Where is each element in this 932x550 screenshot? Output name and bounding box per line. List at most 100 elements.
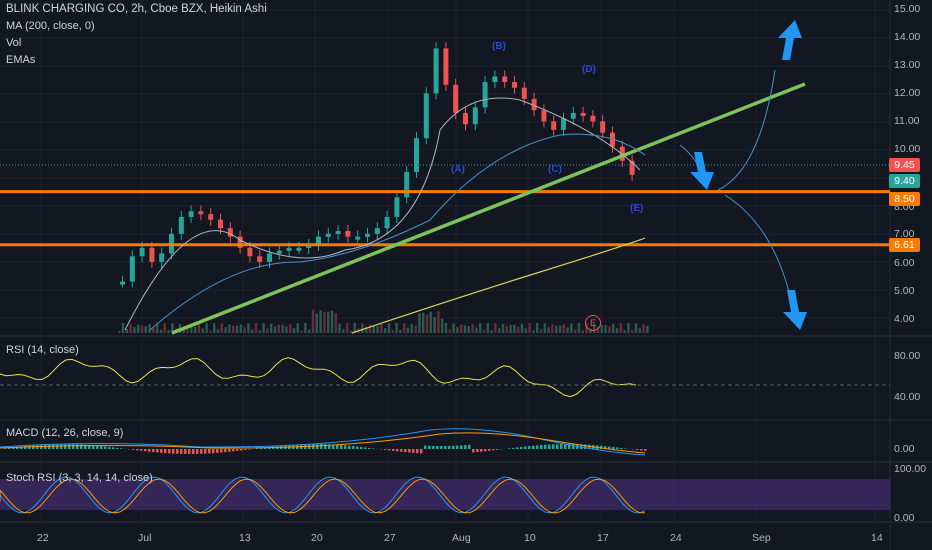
macd-hist-bar xyxy=(616,447,619,449)
time-axis-label: Jul xyxy=(138,532,152,544)
volume-bar xyxy=(152,327,155,333)
price-axis-label: 10.00 xyxy=(894,143,921,155)
volume-bar xyxy=(342,329,345,333)
macd-hist-bar xyxy=(404,449,407,453)
volume-bar xyxy=(327,311,330,333)
candle-body xyxy=(286,247,292,251)
volume-bar xyxy=(505,326,508,333)
macd-hist-bar xyxy=(332,444,335,449)
macd-hist-bar xyxy=(160,449,163,453)
volume-bar xyxy=(574,329,577,333)
macd-hist-bar xyxy=(512,447,515,449)
volume-bar xyxy=(433,316,436,333)
volume-bar xyxy=(311,309,315,333)
macd-pane-title[interactable]: MACD (12, 26, close, 9) xyxy=(6,427,124,439)
emas-legend[interactable]: EMAs xyxy=(6,54,36,66)
macd-hist-bar xyxy=(164,449,167,454)
volume-bar xyxy=(361,323,364,333)
volume-bar xyxy=(612,323,615,333)
macd-hist-bar xyxy=(8,448,11,449)
macd-hist-bar xyxy=(428,445,431,449)
volume-bar xyxy=(414,326,417,333)
volume-bar xyxy=(308,329,311,333)
volume-bar xyxy=(524,328,527,333)
volume-bar xyxy=(475,327,478,333)
volume-bar xyxy=(395,323,398,333)
volume-bar xyxy=(425,314,429,333)
macd-hist-bar xyxy=(600,445,603,449)
macd-hist-bar xyxy=(192,449,195,454)
volume-bar xyxy=(353,323,356,333)
volume-bar xyxy=(266,328,269,333)
earnings-marker[interactable]: E xyxy=(585,315,601,331)
macd-hist-bar xyxy=(568,444,571,449)
vol-legend[interactable]: Vol xyxy=(6,37,22,49)
volume-bar xyxy=(410,324,413,333)
rsi-pane-title[interactable]: RSI (14, close) xyxy=(6,344,79,356)
volume-bar xyxy=(194,326,197,333)
macd-hist-bar xyxy=(552,444,555,449)
volume-bar xyxy=(277,324,280,333)
macd-hist-bar xyxy=(368,447,371,449)
wave-label-e: (E) xyxy=(630,203,644,214)
candle-body xyxy=(561,118,566,130)
macd-hist-bar xyxy=(84,444,87,449)
volume-bar xyxy=(254,323,258,333)
volume-bar xyxy=(562,324,565,333)
macd-hist-bar xyxy=(200,449,203,454)
price-axis-label: 11.00 xyxy=(894,115,920,127)
volume-bar xyxy=(323,311,326,333)
macd-hist-bar xyxy=(172,449,175,454)
macd-hist-bar xyxy=(108,446,111,449)
macd-hist-bar xyxy=(144,449,147,452)
macd-hist-bar xyxy=(236,449,239,451)
volume-bar xyxy=(118,331,121,333)
macd-hist-bar xyxy=(624,448,627,449)
time-axis-label: 20 xyxy=(311,532,323,544)
volume-bar xyxy=(258,330,261,333)
macd-hist-bar xyxy=(540,444,543,449)
macd-hist-bar xyxy=(432,445,435,449)
price-axis-label: 4.00 xyxy=(894,313,915,325)
macd-hist-bar xyxy=(360,446,363,449)
wave-label-c: (C) xyxy=(548,164,562,175)
price-axis-label: 7.00 xyxy=(894,228,915,240)
macd-hist-bar xyxy=(208,449,211,454)
symbol-legend[interactable]: BLINK CHARGING CO, 2h, Cboe BZX, Heikin … xyxy=(6,3,267,15)
macd-hist-bar xyxy=(440,445,443,449)
candle-body xyxy=(453,84,459,113)
volume-bar xyxy=(642,324,645,333)
ma-legend[interactable]: MA (200, close, 0) xyxy=(6,20,95,32)
macd-hist-bar xyxy=(468,444,471,449)
price-axis-label: 12.00 xyxy=(894,87,921,99)
macd-hist-bar xyxy=(88,444,91,449)
macd-hist-bar xyxy=(608,446,611,449)
volume-bar xyxy=(604,325,607,333)
macd-hist-bar xyxy=(460,445,463,449)
volume-bar xyxy=(220,323,223,333)
macd-hist-bar xyxy=(104,446,107,449)
price-axis-label: 14.00 xyxy=(894,31,921,43)
volume-bar xyxy=(137,324,140,333)
volume-bar xyxy=(577,323,581,333)
volume-bar xyxy=(608,326,611,333)
macd-hist-bar xyxy=(480,449,483,452)
stoch-pane-title[interactable]: Stoch RSI (3, 3, 14, 14, close) xyxy=(6,472,153,484)
macd-hist-bar xyxy=(548,444,551,449)
volume-bar xyxy=(243,327,246,333)
volume-bar xyxy=(140,325,144,333)
candle-body xyxy=(178,216,184,234)
stoch-k-line xyxy=(0,476,646,514)
macd-hist-bar xyxy=(400,449,403,452)
macd-hist-bar xyxy=(484,449,487,452)
volume-bar xyxy=(289,323,292,333)
volume-bar xyxy=(543,323,546,333)
candle-body xyxy=(335,230,341,234)
stoch-axis-label: 0.00 xyxy=(894,512,915,524)
wave-label-b: (B) xyxy=(492,41,506,52)
time-axis-label: 10 xyxy=(524,532,536,544)
candle-body xyxy=(365,233,370,237)
macd-hist-bar xyxy=(92,445,95,449)
